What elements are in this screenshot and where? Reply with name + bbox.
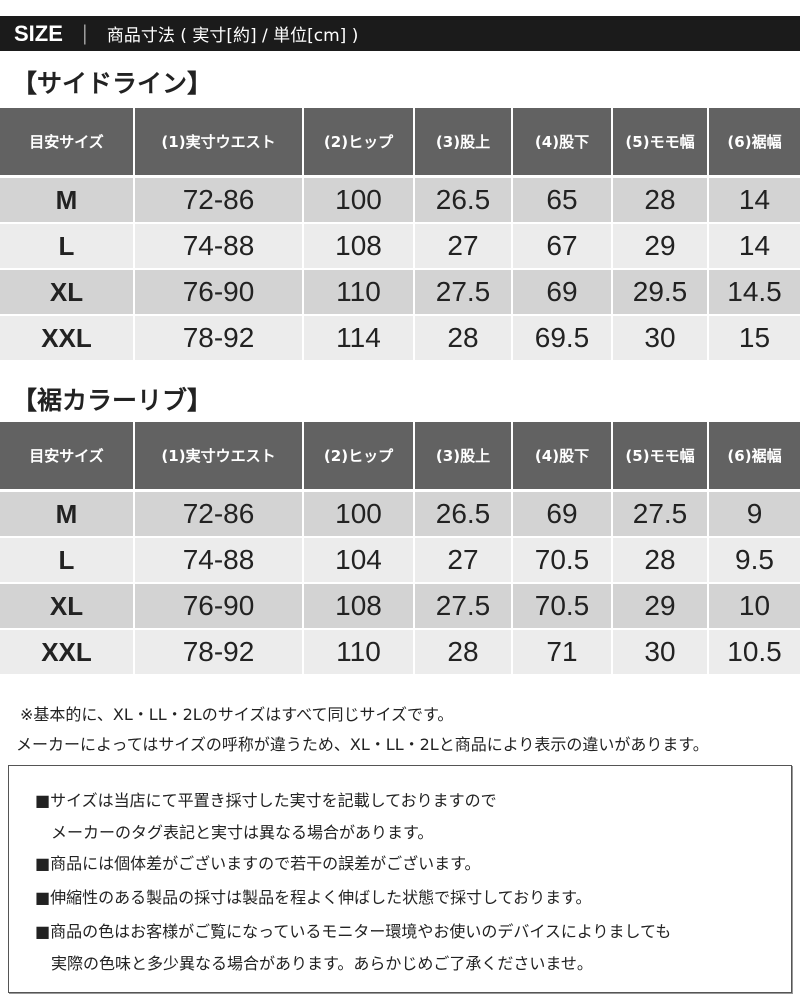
value-cell: 70.5 xyxy=(513,584,611,628)
column-header: (3)股上 xyxy=(415,422,511,489)
column-header: (6)裾幅 xyxy=(709,422,800,489)
disclaimer-line: ■商品の色はお客様がご覧になっているモニター環境やお使いのデバイスによりましても xyxy=(35,922,672,941)
value-cell: 14 xyxy=(709,178,800,222)
value-cell: 72-86 xyxy=(135,492,302,536)
table-row: M 72-86 100 26.5 65 28 14 xyxy=(0,178,800,222)
table-header-row: 目安サイズ (1)実寸ウエスト (2)ヒップ (3)股上 (4)股下 (5)モモ幅 (6)裾… xyxy=(0,108,800,175)
column-header: (3)股上 xyxy=(415,108,511,175)
column-header: (2)ヒップ xyxy=(304,108,413,175)
value-cell: 71 xyxy=(513,630,611,674)
value-cell: 27 xyxy=(415,224,511,268)
value-cell: 14 xyxy=(709,224,800,268)
value-cell: 69 xyxy=(513,492,611,536)
value-cell: 27.5 xyxy=(415,584,511,628)
value-cell: 78-92 xyxy=(135,630,302,674)
size-cell: XXL xyxy=(0,316,133,360)
size-cell: XL xyxy=(0,270,133,314)
value-cell: 26.5 xyxy=(415,178,511,222)
disclaimer-line: メーカーのタグ表記と実寸は異なる場合があります。 xyxy=(35,823,434,842)
note-line-1: ※基本的に、XL・LL・2Lのサイズはすべて同じサイズです。 xyxy=(20,705,454,724)
value-cell: 76-90 xyxy=(135,584,302,628)
value-cell: 114 xyxy=(304,316,413,360)
table-row: XL 76-90 110 27.5 69 29.5 14.5 xyxy=(0,270,800,314)
table-row: L 74-88 108 27 67 29 14 xyxy=(0,224,800,268)
value-cell: 65 xyxy=(513,178,611,222)
column-header: (5)モモ幅 xyxy=(613,422,707,489)
disclaimer-line: ■サイズは当店にて平置き採寸した実寸を記載しておりますので xyxy=(35,791,497,810)
value-cell: 28 xyxy=(613,538,707,582)
size-cell: M xyxy=(0,178,133,222)
value-cell: 104 xyxy=(304,538,413,582)
table-row: XXL 78-92 114 28 69.5 30 15 xyxy=(0,316,800,360)
value-cell: 72-86 xyxy=(135,178,302,222)
size-cell: XL xyxy=(0,584,133,628)
value-cell: 108 xyxy=(304,584,413,628)
size-cell: M xyxy=(0,492,133,536)
disclaimer-line: 実際の色味と多少異なる場合があります。あらかじめご了承くださいませ。 xyxy=(35,954,593,973)
disclaimer-line: ■伸縮性のある製品の採寸は製品を程よく伸ばした状態で採寸しております。 xyxy=(35,888,592,907)
value-cell: 100 xyxy=(304,492,413,536)
value-cell: 30 xyxy=(613,316,707,360)
table-row: M 72-86 100 26.5 69 27.5 9 xyxy=(0,492,800,536)
value-cell: 74-88 xyxy=(135,538,302,582)
size-cell: L xyxy=(0,538,133,582)
column-header: (6)裾幅 xyxy=(709,108,800,175)
size-cell: L xyxy=(0,224,133,268)
column-header: (1)実寸ウエスト xyxy=(135,108,302,175)
disclaimer-line: ■商品には個体差がございますので若干の誤差がございます。 xyxy=(35,854,481,873)
table-row: L 74-88 104 27 70.5 28 9.5 xyxy=(0,538,800,582)
value-cell: 10.5 xyxy=(709,630,800,674)
column-header: (4)股下 xyxy=(513,422,611,489)
value-cell: 30 xyxy=(613,630,707,674)
value-cell: 10 xyxy=(709,584,800,628)
value-cell: 26.5 xyxy=(415,492,511,536)
value-cell: 76-90 xyxy=(135,270,302,314)
value-cell: 100 xyxy=(304,178,413,222)
value-cell: 28 xyxy=(613,178,707,222)
column-header: 目安サイズ xyxy=(0,108,133,175)
value-cell: 78-92 xyxy=(135,316,302,360)
header-subtitle: 商品寸法 ( 実寸[約] / 単位[cm] ) xyxy=(106,26,359,46)
value-cell: 9 xyxy=(709,492,800,536)
size-table-rib: 目安サイズ (1)実寸ウエスト (2)ヒップ (3)股上 (4)股下 (5)モモ幅 (6)裾… xyxy=(0,422,800,676)
column-header: 目安サイズ xyxy=(0,422,133,489)
size-label: SIZE xyxy=(14,20,63,46)
size-header-bar: SIZE ｜ 商品寸法 ( 実寸[約] / 単位[cm] ) xyxy=(0,16,800,51)
value-cell: 29.5 xyxy=(613,270,707,314)
size-cell: XXL xyxy=(0,630,133,674)
value-cell: 74-88 xyxy=(135,224,302,268)
value-cell: 29 xyxy=(613,224,707,268)
value-cell: 14.5 xyxy=(709,270,800,314)
column-header: (2)ヒップ xyxy=(304,422,413,489)
value-cell: 110 xyxy=(304,630,413,674)
disclaimer-box: ■サイズは当店にて平置き採寸した実寸を記載しておりますので メーカーのタグ表記と… xyxy=(8,765,792,993)
size-table-sideline: 目安サイズ (1)実寸ウエスト (2)ヒップ (3)股上 (4)股下 (5)モモ幅 (6)裾… xyxy=(0,108,800,362)
value-cell: 110 xyxy=(304,270,413,314)
section-title-sideline: 【サイドライン】 xyxy=(12,69,213,98)
value-cell: 27.5 xyxy=(613,492,707,536)
value-cell: 9.5 xyxy=(709,538,800,582)
column-header: (5)モモ幅 xyxy=(613,108,707,175)
value-cell: 69 xyxy=(513,270,611,314)
value-cell: 27 xyxy=(415,538,511,582)
value-cell: 28 xyxy=(415,316,511,360)
section-title-rib: 【裾カラーリブ】 xyxy=(12,386,213,415)
table-row: XL 76-90 108 27.5 70.5 29 10 xyxy=(0,584,800,628)
value-cell: 15 xyxy=(709,316,800,360)
value-cell: 67 xyxy=(513,224,611,268)
value-cell: 27.5 xyxy=(415,270,511,314)
table-header-row: 目安サイズ (1)実寸ウエスト (2)ヒップ (3)股上 (4)股下 (5)モモ幅 (6)裾… xyxy=(0,422,800,489)
note-line-2: メーカーによってはサイズの呼称が違うため、XL・LL・2Lと商品により表示の違い… xyxy=(16,735,709,754)
table-row: XXL 78-92 110 28 71 30 10.5 xyxy=(0,630,800,674)
value-cell: 28 xyxy=(415,630,511,674)
value-cell: 108 xyxy=(304,224,413,268)
column-header: (1)実寸ウエスト xyxy=(135,422,302,489)
value-cell: 70.5 xyxy=(513,538,611,582)
value-cell: 69.5 xyxy=(513,316,611,360)
column-header: (4)股下 xyxy=(513,108,611,175)
separator: ｜ xyxy=(74,23,95,47)
value-cell: 29 xyxy=(613,584,707,628)
